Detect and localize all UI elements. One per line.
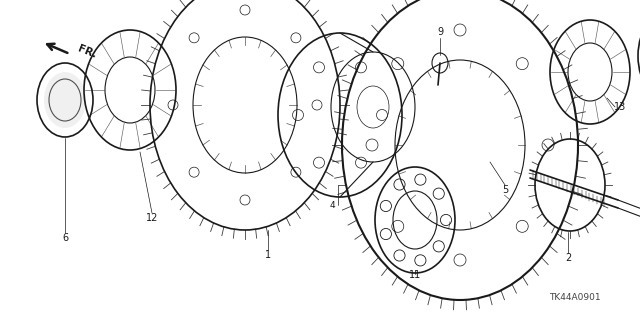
Text: TK44A0901: TK44A0901 [549, 293, 601, 301]
Text: 12: 12 [146, 213, 158, 223]
Text: 11: 11 [409, 270, 421, 280]
Text: 13: 13 [614, 102, 626, 112]
Text: 4: 4 [329, 201, 335, 210]
Text: 9: 9 [437, 27, 443, 37]
Ellipse shape [44, 72, 86, 128]
Text: 1: 1 [265, 250, 271, 260]
Text: 6: 6 [62, 233, 68, 243]
Text: FR.: FR. [76, 44, 98, 60]
Text: 2: 2 [565, 253, 571, 263]
Text: 5: 5 [502, 185, 508, 195]
